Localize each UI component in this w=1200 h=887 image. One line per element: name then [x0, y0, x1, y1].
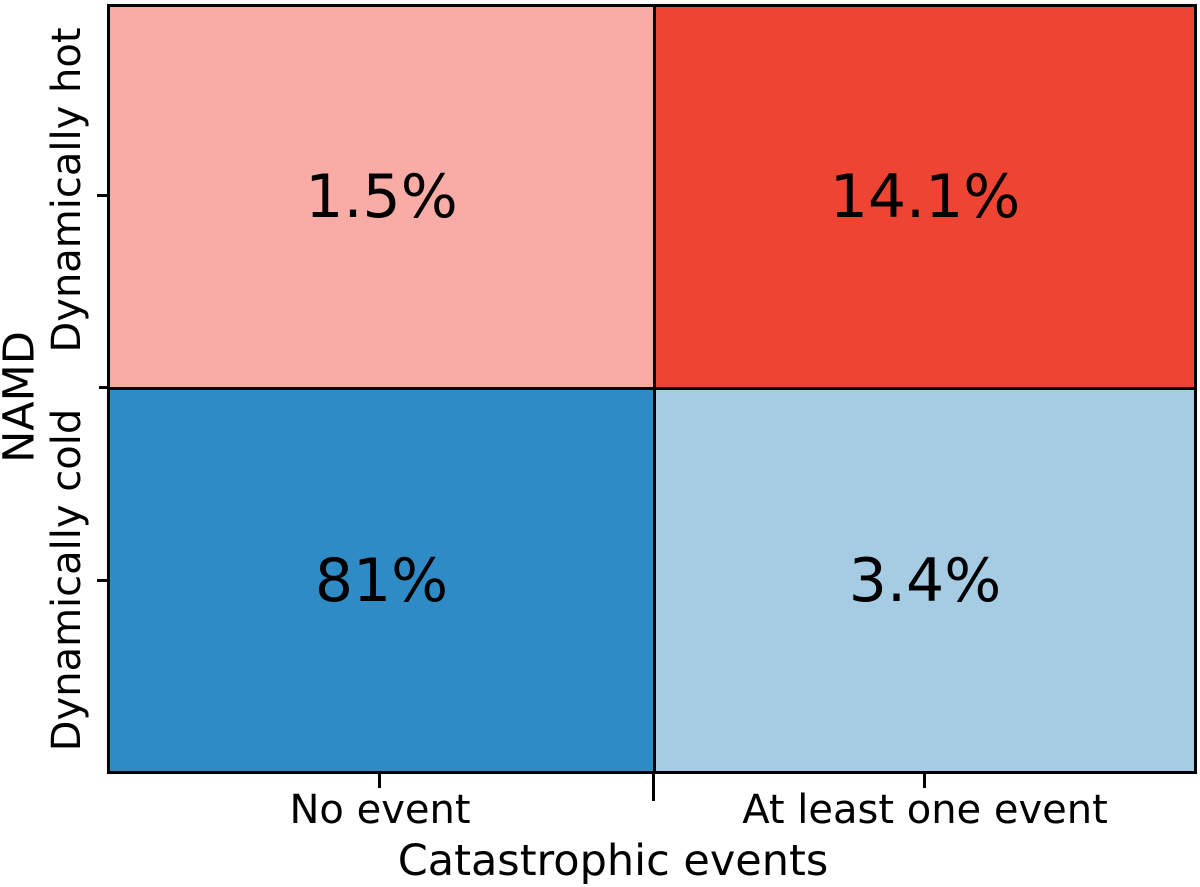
cell-value-cold-event: 3.4% — [848, 545, 1002, 616]
x-tick-no-event — [378, 774, 381, 788]
y-tick-row-divider — [99, 386, 107, 389]
x-tick-at-least-one-event — [923, 774, 926, 788]
x-tick-label-at-least-one-event: At least one event — [742, 787, 1108, 833]
x-tick-column-divider — [652, 774, 655, 801]
cell-dynamically-cold-at-least-one-event: 3.4% — [656, 390, 1194, 771]
cell-value-cold-no-event: 81% — [314, 545, 449, 616]
y-tick-dynamically-hot — [97, 194, 107, 197]
x-tick-label-no-event: No event — [289, 787, 471, 833]
cell-dynamically-hot-at-least-one-event: 14.1% — [656, 7, 1194, 387]
y-tick-label-dynamically-hot: Dynamically hot — [44, 27, 90, 353]
cell-value-hot-event: 14.1% — [829, 162, 1021, 232]
y-tick-label-dynamically-cold: Dynamically cold — [44, 408, 90, 752]
y-tick-dynamically-cold — [97, 579, 107, 582]
y-axis-title: NAMD — [0, 331, 45, 463]
plot-area: 1.5% 14.1% 81% 3.4% — [107, 4, 1197, 774]
cell-dynamically-hot-no-event: 1.5% — [110, 7, 653, 387]
x-axis-title: Catastrophic events — [397, 836, 829, 886]
cell-value-hot-no-event: 1.5% — [305, 162, 458, 232]
cell-dynamically-cold-no-event: 81% — [110, 390, 653, 771]
